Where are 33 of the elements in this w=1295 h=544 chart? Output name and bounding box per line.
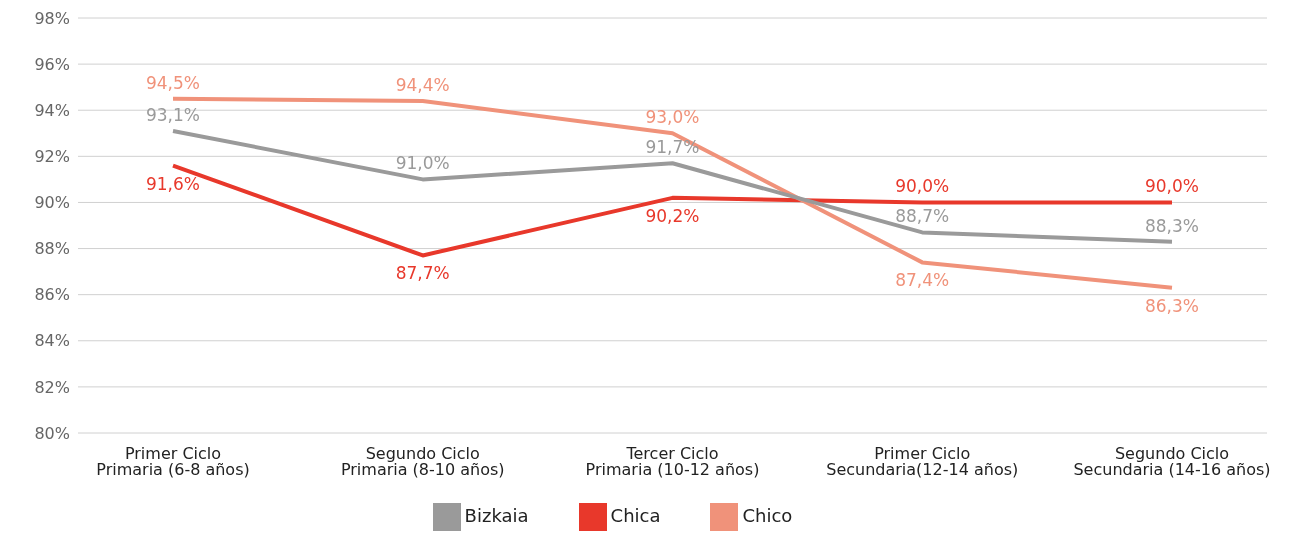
data-label: 90,0% xyxy=(1144,176,1200,197)
y-tick-label: 84% xyxy=(34,331,70,351)
data-label: 90,0% xyxy=(895,176,950,197)
x-tick-label: Segundo Ciclo Secundaria (14-16 años) xyxy=(1073,444,1271,479)
legend-label: Chica xyxy=(610,505,661,526)
data-label: 94,4% xyxy=(395,75,450,95)
data-label: 94,5% xyxy=(145,72,201,93)
data-label: 87,4% xyxy=(895,270,950,291)
y-tick-label: 90% xyxy=(34,193,70,213)
x-tick-label: Primer Ciclo Secundaria(12-14 años) xyxy=(826,444,1019,479)
y-tick-label: 82% xyxy=(34,377,70,397)
data-label: 91,7% xyxy=(645,137,700,158)
data-label: 90,2% xyxy=(645,205,700,226)
y-tick-label: 94% xyxy=(34,100,70,120)
data-label: 88,3% xyxy=(1144,215,1200,236)
y-tick-label: 98% xyxy=(34,8,70,28)
y-tick-label: 88% xyxy=(34,239,70,259)
data-label: 93,0% xyxy=(645,107,700,128)
legend-label: Bizkaia xyxy=(464,505,529,526)
data-label: 86,3% xyxy=(1144,295,1200,316)
data-label: 88,7% xyxy=(895,206,950,227)
y-tick-label: 86% xyxy=(34,285,70,305)
y-tick-label: 96% xyxy=(34,54,70,74)
y-tick-label: 92% xyxy=(34,147,70,167)
x-tick-label: Segundo Ciclo Primaria (8-10 años) xyxy=(340,444,505,479)
x-tick-label: Primer Ciclo Primaria (6-8 años) xyxy=(96,444,250,479)
data-label: 87,7% xyxy=(395,263,450,284)
legend-label: Chico xyxy=(742,505,793,526)
data-label: 91,6% xyxy=(145,173,201,194)
y-tick-label: 80% xyxy=(34,423,70,443)
data-label: 93,1% xyxy=(145,104,201,125)
data-label: 91,0% xyxy=(395,153,450,174)
x-tick-label: Tercer Ciclo Primaria (10-12 años) xyxy=(585,444,760,479)
